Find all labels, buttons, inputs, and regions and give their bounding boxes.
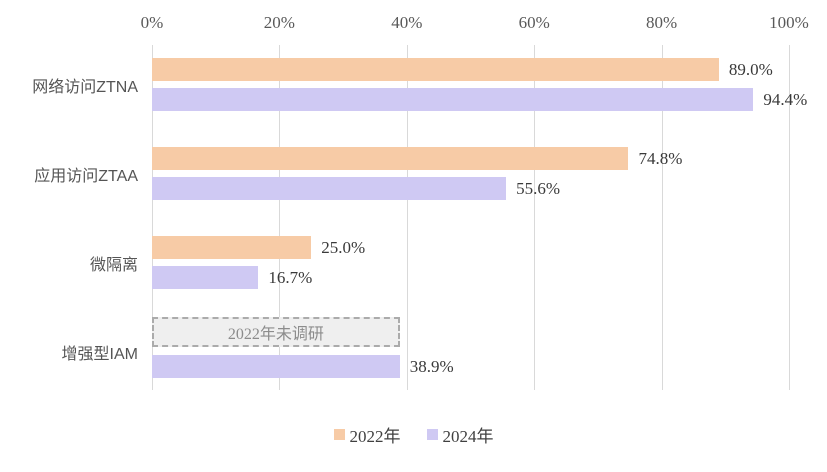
gridline <box>534 45 536 390</box>
value-label: 89.0% <box>728 59 773 79</box>
bar-2024年 <box>152 177 507 200</box>
gridline <box>406 45 408 390</box>
x-tick-label: 80% <box>646 13 678 32</box>
category-label: 网络访问ZTNA <box>32 78 138 96</box>
category-label: 增强型IAM <box>61 345 138 363</box>
bar-2022年 <box>152 58 719 81</box>
legend: 2022年 2024年 <box>0 422 827 446</box>
not-surveyed-box: 2022年未调研 <box>152 317 400 347</box>
x-tick-label: 60% <box>518 13 550 32</box>
legend-swatch-icon <box>333 428 345 440</box>
legend-item-2024年: 2024年 <box>426 422 494 447</box>
value-label: 25.0% <box>321 237 366 257</box>
value-label: 38.9% <box>409 356 454 376</box>
bar-2024年 <box>152 355 400 378</box>
x-tick-label: 40% <box>391 13 423 32</box>
value-label: 55.6% <box>516 178 561 198</box>
gridline <box>152 45 153 390</box>
legend-item-2022年: 2022年 <box>333 422 401 447</box>
value-label: 16.7% <box>268 267 313 287</box>
legend-label: 2024年 <box>442 426 494 446</box>
bar-2022年 <box>152 147 629 170</box>
bar-2022年 <box>152 236 312 259</box>
gridline <box>279 45 281 390</box>
value-label: 94.4% <box>763 89 808 109</box>
bar-2024年 <box>152 88 754 111</box>
value-label: 74.8% <box>638 148 683 168</box>
plot-area: 89.0% 94.4% 74.8% 55.6% 25.0% 16.7% 2022年未调研 38… <box>152 45 807 390</box>
gridline <box>789 45 790 390</box>
not-surveyed-label: 2022年未调研 <box>227 326 324 343</box>
x-tick-label: 0% <box>140 13 164 32</box>
x-tick-label: 100% <box>769 13 809 32</box>
bar-2024年 <box>152 266 259 289</box>
category-label: 微隔离 <box>89 256 138 274</box>
category-label: 应用访问ZTAA <box>34 167 138 185</box>
legend-label: 2022年 <box>349 426 401 446</box>
legend-swatch-icon <box>426 428 438 440</box>
x-tick-label: 20% <box>263 13 295 32</box>
gridline <box>661 45 663 390</box>
